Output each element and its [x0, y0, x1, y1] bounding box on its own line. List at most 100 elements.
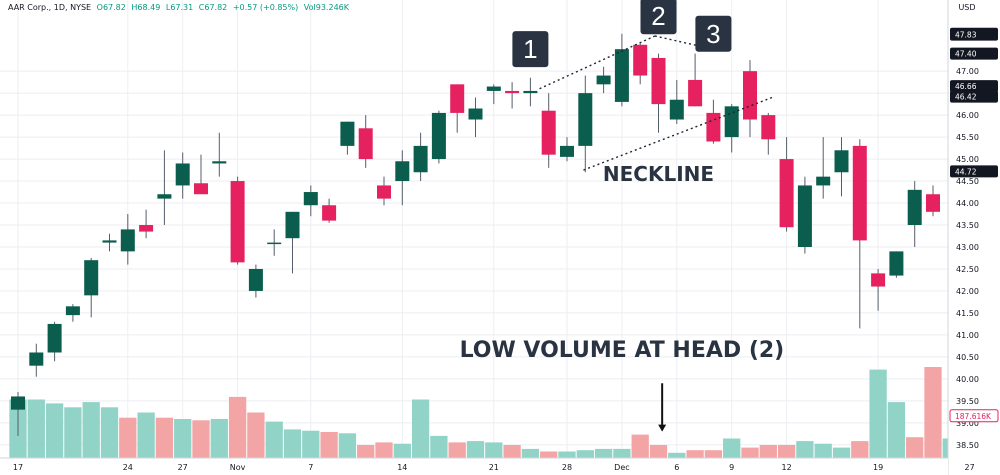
candle-body [688, 79, 703, 107]
volume-bar [540, 451, 558, 458]
candle-body [303, 192, 318, 206]
candle-body [267, 242, 282, 245]
legend-change: +0.57 (+0.85%) [232, 3, 299, 12]
candle-body [194, 183, 208, 195]
x-tick-label: 28 [562, 463, 572, 472]
candle [578, 75, 593, 173]
volume-bar [45, 403, 64, 458]
candle [303, 185, 318, 217]
candle [212, 132, 227, 177]
volume-bar [283, 429, 302, 458]
volume-bar [82, 402, 100, 458]
candle-body [340, 121, 355, 146]
y-tick-label: 46.00 [956, 111, 979, 120]
candle-body [523, 90, 538, 94]
volume-bar [338, 433, 357, 458]
volume-bar [668, 452, 686, 458]
candle-body [706, 112, 721, 142]
x-tick-label: 6 [674, 463, 679, 472]
volume-bar [796, 441, 814, 458]
candle [797, 176, 812, 254]
y-tick-label: 45.50 [956, 133, 979, 142]
candle-body [175, 163, 190, 186]
candle-body [871, 273, 886, 287]
x-tick-label: 24 [123, 463, 133, 472]
legend-symbol[interactable]: AAR Corp., 1D, NYSE [8, 3, 92, 12]
y-tick-label: 38.50 [956, 441, 979, 450]
price-tag: 187.616K [949, 409, 999, 423]
x-tick-label: 27 [178, 463, 188, 472]
volume-bar [192, 420, 210, 458]
candle [377, 176, 391, 206]
volume-bar [777, 445, 796, 458]
candle [395, 150, 410, 206]
y-tick-label: 40.50 [956, 353, 979, 362]
legend-high: H68.49 [131, 3, 161, 12]
candle [871, 268, 886, 311]
candle-body [65, 306, 80, 316]
candle-body [596, 75, 611, 85]
price-tag-label: 47.40 [955, 50, 977, 59]
legend-open: O67.82 [96, 3, 126, 12]
candle [852, 139, 867, 329]
peak-label-box: 3 [695, 15, 732, 52]
candle-body [486, 86, 501, 91]
candle [139, 209, 154, 239]
price-tag-label: 47.83 [955, 31, 977, 40]
price-tag-background [950, 28, 998, 41]
candle [614, 33, 629, 107]
candle [523, 77, 538, 107]
y-tick-label: 45.00 [956, 155, 979, 164]
candle-body [157, 194, 172, 199]
price-tag-label: 46.42 [955, 93, 977, 102]
price-tag-background [950, 165, 998, 178]
candle-body [431, 112, 446, 160]
volume-bar [741, 447, 759, 458]
candle-body [541, 110, 556, 155]
y-tick-label: 44.00 [956, 199, 979, 208]
y-tick-label: 43.00 [956, 243, 979, 252]
x-tick-label: Nov [230, 463, 246, 472]
volume-bar [814, 443, 832, 458]
volume-bar [393, 443, 411, 458]
candle [541, 93, 556, 168]
candle [834, 137, 849, 197]
candle-body [11, 396, 25, 410]
candle [340, 121, 355, 155]
candle [560, 137, 574, 162]
candle [743, 60, 757, 138]
candle-body [907, 189, 922, 226]
peak-label-box: 1 [512, 31, 549, 68]
candle-body [84, 260, 99, 296]
volume-bar [210, 419, 228, 458]
volume-bar [247, 412, 265, 458]
candle [358, 115, 373, 168]
price-tag-background [950, 47, 998, 60]
x-tick-label: 9 [729, 463, 734, 472]
candle-body [139, 225, 154, 232]
currency-button[interactable]: USD [958, 3, 976, 12]
candle-body [797, 185, 812, 247]
candle [11, 392, 25, 437]
candle-body [413, 145, 428, 173]
x-tick-label: 21 [489, 463, 499, 472]
candle [65, 304, 80, 322]
volume-bar [320, 432, 338, 458]
price-tag: 46.42 [950, 90, 998, 103]
x-tick-label: 17 [13, 463, 23, 472]
y-tick-label: 42.00 [956, 287, 979, 296]
candle-body [651, 57, 666, 105]
candle [322, 198, 337, 223]
price-tag: 46.66 [950, 80, 998, 93]
candle-body [468, 108, 483, 120]
candle [505, 82, 520, 109]
volume-bar [64, 407, 82, 458]
neckline-dotted-line [539, 35, 656, 90]
candle-body [834, 150, 849, 173]
volume-bar [137, 412, 155, 458]
y-tick-label: 44.50 [956, 177, 979, 186]
y-tick-label: 47.00 [956, 67, 979, 76]
